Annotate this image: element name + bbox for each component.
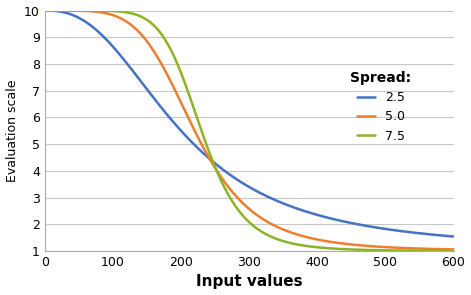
2.5: [230, 175, 236, 178]
7.5: [230, 200, 236, 204]
2.5: [364, 224, 369, 228]
2.5: [63, 11, 68, 14]
2.5: [451, 235, 456, 238]
5.0: [439, 248, 444, 251]
Line: 7.5: 7.5: [45, 11, 454, 251]
Line: 5.0: 5.0: [45, 11, 454, 250]
5.0: [364, 244, 369, 248]
Legend: 2.5, 5.0, 7.5: 2.5, 5.0, 7.5: [345, 66, 416, 148]
Line: 2.5: 2.5: [45, 11, 454, 237]
X-axis label: Input values: Input values: [196, 274, 302, 289]
2.5: [439, 234, 445, 237]
7.5: [241, 215, 246, 218]
5.0: [451, 248, 456, 251]
7.5: [439, 249, 445, 253]
5.0: [241, 202, 246, 206]
2.5: [439, 234, 444, 237]
2.5: [42, 9, 48, 12]
7.5: [439, 249, 444, 253]
5.0: [63, 9, 68, 12]
2.5: [241, 182, 246, 186]
5.0: [230, 191, 236, 194]
7.5: [42, 9, 48, 12]
Y-axis label: Evaluation scale: Evaluation scale: [6, 80, 18, 182]
7.5: [364, 248, 369, 252]
7.5: [63, 9, 68, 12]
5.0: [42, 9, 48, 12]
5.0: [439, 248, 445, 251]
7.5: [451, 249, 456, 253]
